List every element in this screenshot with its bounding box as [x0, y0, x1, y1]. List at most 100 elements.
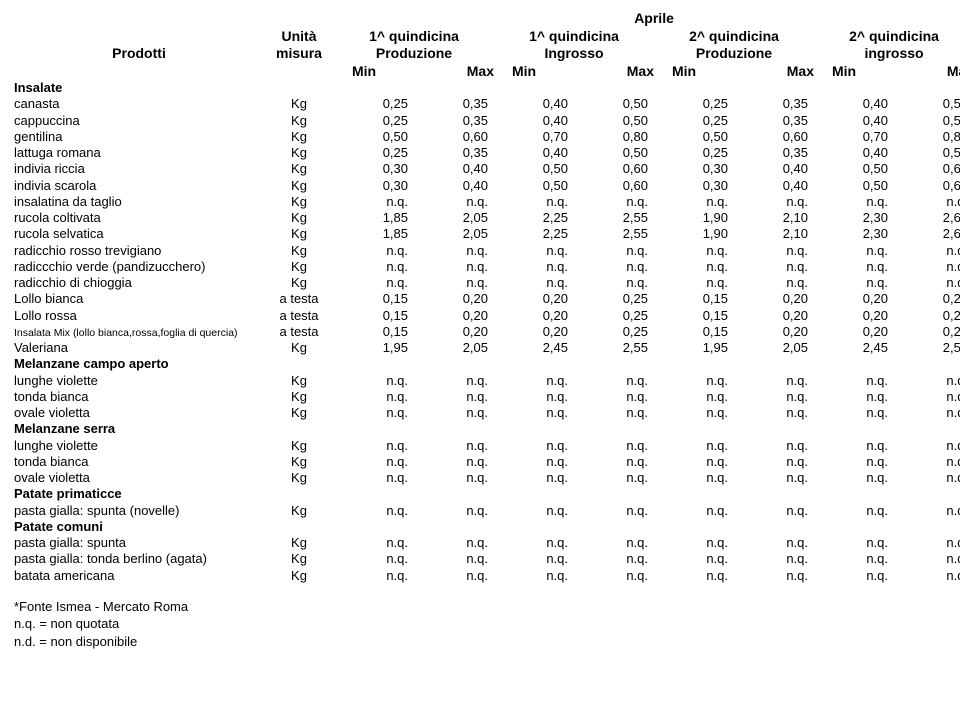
unit-cell: Kg	[264, 259, 334, 275]
table-row: pasta gialla: spuntaKgn.q.n.q.n.q.n.q.n.…	[14, 535, 960, 551]
value-cell: n.q.	[574, 275, 654, 291]
unit-cell: Kg	[264, 503, 334, 519]
value-cell: 0,15	[654, 291, 734, 307]
group-header-3a: 2^ quindicina	[654, 28, 814, 46]
value-cell: 2,60	[894, 226, 960, 242]
table-row: tonda biancaKgn.q.n.q.n.q.n.q.n.q.n.q.n.…	[14, 454, 960, 470]
unit-cell: Kg	[264, 551, 334, 567]
group-header-1b: Produzione	[334, 45, 494, 63]
products-header: Prodotti	[14, 45, 264, 63]
unit-cell: Kg	[264, 373, 334, 389]
value-cell: n.q.	[734, 551, 814, 567]
table-row: Lollo biancaa testa0,150,200,200,250,150…	[14, 291, 960, 307]
value-cell: 0,15	[654, 308, 734, 324]
value-cell: 0,35	[414, 96, 494, 112]
unit-cell: Kg	[264, 161, 334, 177]
min-label: Min	[494, 63, 574, 81]
value-cell: 1,85	[334, 226, 414, 242]
value-cell: n.q.	[654, 194, 734, 210]
unit-cell: Kg	[264, 275, 334, 291]
unit-cell: Kg	[264, 96, 334, 112]
value-cell: 0,20	[414, 324, 494, 340]
value-cell: 2,45	[814, 340, 894, 356]
value-cell: 0,25	[334, 96, 414, 112]
value-cell: 0,50	[894, 113, 960, 129]
section-name: Melanzane serra	[14, 421, 960, 437]
table-row: radicchio di chioggiaKgn.q.n.q.n.q.n.q.n…	[14, 275, 960, 291]
unit-header-line2: misura	[264, 45, 334, 63]
value-cell: n.q.	[414, 259, 494, 275]
value-cell: n.q.	[414, 503, 494, 519]
value-cell: 0,40	[734, 178, 814, 194]
value-cell: n.q.	[654, 568, 734, 584]
value-cell: 0,50	[574, 113, 654, 129]
table-row: cappuccinaKg0,250,350,400,500,250,350,40…	[14, 113, 960, 129]
value-cell: 2,55	[574, 210, 654, 226]
value-cell: n.q.	[734, 389, 814, 405]
value-cell: n.q.	[334, 503, 414, 519]
value-cell: n.q.	[734, 194, 814, 210]
value-cell: n.q.	[414, 438, 494, 454]
value-cell: 0,15	[654, 324, 734, 340]
table-row: tonda biancaKgn.q.n.q.n.q.n.q.n.q.n.q.n.…	[14, 389, 960, 405]
value-cell: n.q.	[894, 243, 960, 259]
value-cell: 0,20	[494, 291, 574, 307]
value-cell: 0,25	[334, 113, 414, 129]
value-cell: 2,30	[814, 210, 894, 226]
value-cell: 0,20	[494, 308, 574, 324]
table-row: indivia ricciaKg0,300,400,500,600,300,40…	[14, 161, 960, 177]
table-row: batata americanaKgn.q.n.q.n.q.n.q.n.q.n.…	[14, 568, 960, 584]
value-cell: 0,25	[334, 145, 414, 161]
value-cell: n.q.	[814, 470, 894, 486]
table-row: gentilinaKg0,500,600,700,800,500,600,700…	[14, 129, 960, 145]
value-cell: 0,40	[494, 145, 574, 161]
value-cell: 0,15	[334, 324, 414, 340]
unit-cell: Kg	[264, 340, 334, 356]
value-cell: n.q.	[574, 454, 654, 470]
value-cell: n.q.	[334, 438, 414, 454]
value-cell: n.q.	[654, 243, 734, 259]
value-cell: n.q.	[334, 373, 414, 389]
value-cell: 0,70	[814, 129, 894, 145]
value-cell: 0,40	[414, 161, 494, 177]
value-cell: 0,60	[894, 161, 960, 177]
value-cell: n.q.	[334, 389, 414, 405]
unit-cell: Kg	[264, 470, 334, 486]
value-cell: n.q.	[414, 275, 494, 291]
table-row: rucola selvaticaKg1,852,052,252,551,902,…	[14, 226, 960, 242]
value-cell: 2,55	[574, 226, 654, 242]
value-cell: 0,40	[494, 113, 574, 129]
product-name: rucola coltivata	[14, 210, 264, 226]
value-cell: n.q.	[494, 535, 574, 551]
value-cell: 0,60	[574, 161, 654, 177]
value-cell: n.q.	[494, 259, 574, 275]
value-cell: 0,25	[654, 145, 734, 161]
value-cell: 0,20	[814, 308, 894, 324]
value-cell: n.q.	[814, 535, 894, 551]
value-cell: 2,05	[414, 226, 494, 242]
footnote-line: n.d. = non disponibile	[14, 633, 946, 651]
value-cell: 0,20	[734, 308, 814, 324]
value-cell: n.q.	[734, 259, 814, 275]
value-cell: 0,40	[814, 96, 894, 112]
value-cell: 2,10	[734, 210, 814, 226]
value-cell: n.q.	[734, 503, 814, 519]
value-cell: 0,40	[734, 161, 814, 177]
unit-cell: Kg	[264, 113, 334, 129]
table-row: ValerianaKg1,952,052,452,551,952,052,452…	[14, 340, 960, 356]
value-cell: n.q.	[414, 373, 494, 389]
product-name: Lollo bianca	[14, 291, 264, 307]
value-cell: n.q.	[734, 568, 814, 584]
value-cell: n.q.	[734, 535, 814, 551]
value-cell: n.q.	[494, 194, 574, 210]
product-name: insalatina da taglio	[14, 194, 264, 210]
value-cell: n.q.	[654, 405, 734, 421]
value-cell: 1,95	[334, 340, 414, 356]
value-cell: 0,35	[414, 113, 494, 129]
value-cell: n.q.	[574, 194, 654, 210]
value-cell: n.q.	[494, 243, 574, 259]
value-cell: n.q.	[734, 373, 814, 389]
value-cell: n.q.	[334, 194, 414, 210]
section-header-row: Melanzane serra	[14, 421, 960, 437]
unit-cell: Kg	[264, 389, 334, 405]
